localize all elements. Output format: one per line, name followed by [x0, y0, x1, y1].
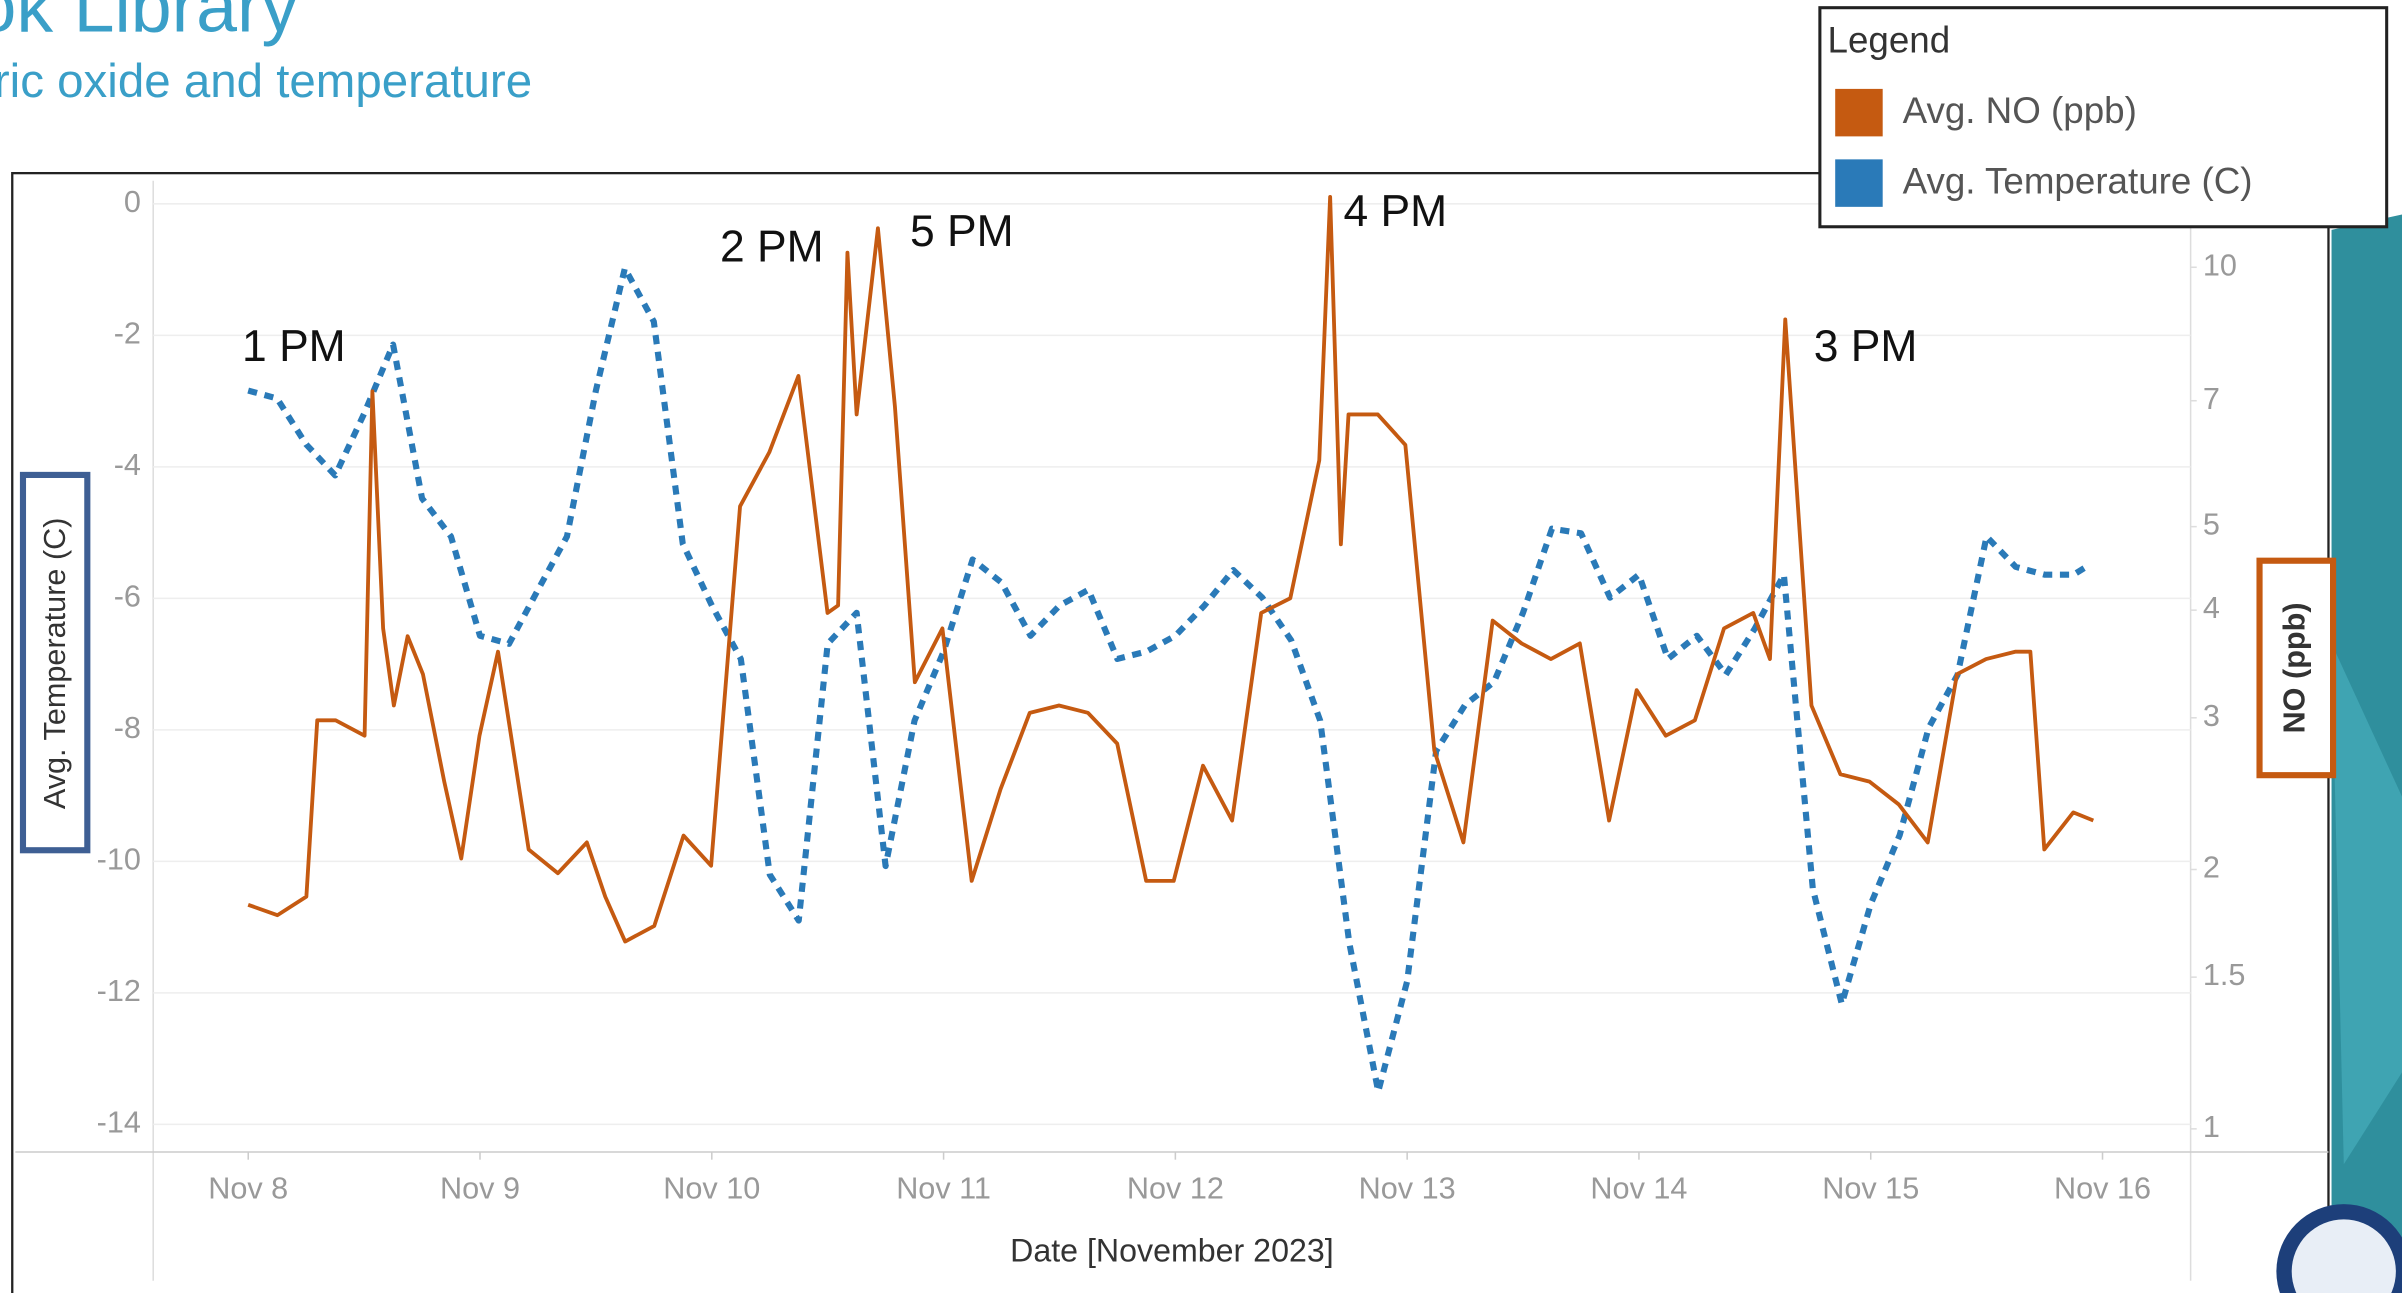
x-tick-label: Nov 10 [663, 1171, 760, 1205]
chart-frame [11, 171, 2330, 1293]
x-tick-label: Nov 13 [1359, 1171, 1456, 1205]
page-subtitle: ric oxide and temperature [0, 55, 532, 108]
y-axis-label: Avg. Temperature (C) [38, 518, 72, 810]
y2-tick-label: 1 [2203, 1110, 2220, 1144]
x-tick-label: Nov 9 [440, 1171, 520, 1205]
annotation: 1 PM [242, 322, 346, 371]
annotation: 5 PM [910, 207, 1014, 256]
y-tick-label: -2 [114, 316, 141, 350]
y2-tick-label: 2 [2203, 851, 2220, 885]
y2-tick-label: 10 [2203, 248, 2237, 282]
annotation: 4 PM [1343, 187, 1447, 236]
legend-swatch [1835, 159, 1883, 207]
y-tick-label: 0 [124, 185, 141, 219]
y2-tick-label: 3 [2203, 699, 2220, 733]
x-tick-label: Nov 15 [1822, 1171, 1919, 1205]
y-tick-label: -6 [114, 579, 141, 613]
y2-tick-label: 7 [2203, 382, 2220, 416]
y2-tick-label: 5 [2203, 508, 2220, 542]
x-tick-label: Nov 16 [2054, 1171, 2151, 1205]
marks [247, 194, 2095, 1095]
y-tick-label: -4 [114, 448, 141, 482]
legend-label: Avg. Temperature (C) [1903, 161, 2253, 202]
y-label-box [19, 471, 91, 854]
legend-box [1818, 6, 2389, 229]
page-title: ok Library [0, 0, 299, 48]
x-tick-label: Nov 11 [896, 1171, 991, 1205]
annotation: 2 PM [720, 222, 824, 271]
x-tick-label: Nov 8 [208, 1171, 288, 1205]
x-tick-label: Nov 12 [1127, 1171, 1224, 1205]
series-line [247, 194, 2095, 944]
y2-label-box [2256, 557, 2337, 779]
annotation: 3 PM [1814, 322, 1918, 371]
series-line [247, 265, 2088, 1095]
x-axis-label: Date [November 2023] [1010, 1233, 1334, 1269]
y2-axis-label: NO (ppb) [2277, 602, 2311, 733]
y2-tick-label: 1.5 [2203, 958, 2246, 992]
side-strip-shade [2331, 643, 2402, 1165]
legend-label: Avg. NO (ppb) [1903, 90, 2137, 131]
legend-swatch [1835, 88, 1883, 137]
y-tick-label: -8 [114, 711, 141, 745]
y-tick-label: -12 [97, 974, 141, 1008]
legend-title: Legend [1828, 20, 1951, 61]
logo-inner [2291, 1219, 2396, 1293]
y2-tick-label: 4 [2203, 591, 2220, 625]
x-tick-label: Nov 14 [1590, 1171, 1687, 1205]
y-tick-label: -14 [97, 1105, 141, 1139]
y-tick-label: -10 [97, 842, 141, 876]
